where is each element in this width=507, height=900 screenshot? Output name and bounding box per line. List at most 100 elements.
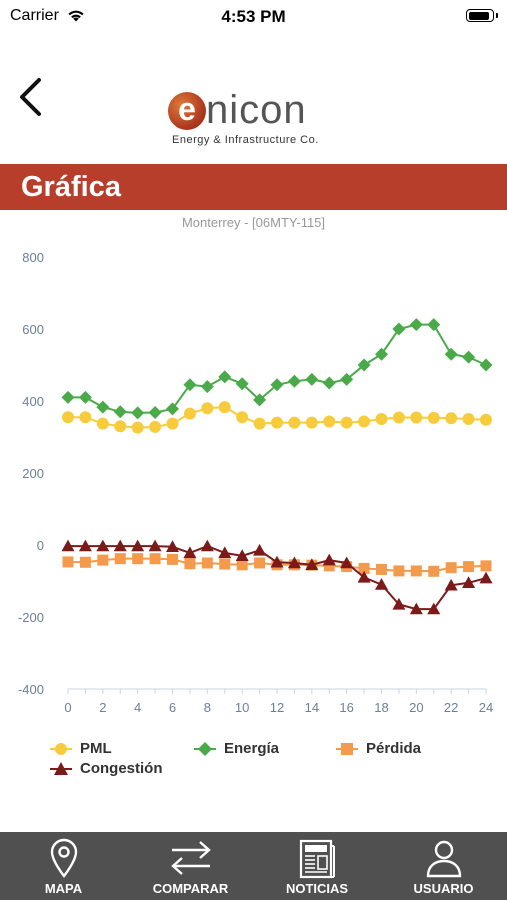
battery-tip: [496, 13, 498, 18]
tab-mapa[interactable]: MAPA: [0, 832, 127, 900]
data-point-energia: [253, 393, 267, 407]
data-point-pml: [392, 411, 405, 424]
legend-label: PML: [80, 740, 112, 757]
data-point-perdida: [219, 558, 231, 570]
data-point-perdida: [323, 560, 335, 572]
data-point-congestion: [357, 570, 371, 583]
carrier-label: Carrier: [10, 7, 59, 24]
x-tick-label: 16: [339, 700, 353, 715]
data-point-pml: [358, 415, 371, 428]
data-point-pml: [462, 413, 475, 425]
data-point-energia: [305, 372, 319, 386]
x-tick-label: 24: [479, 700, 493, 715]
data-point-pml: [62, 411, 74, 424]
data-point-energia: [392, 322, 406, 336]
data-point-congestion: [96, 539, 110, 552]
logo-wordmark: nicon: [206, 88, 307, 132]
data-point-congestion: [462, 576, 476, 588]
data-point-perdida: [410, 565, 422, 577]
data-point-pml: [236, 411, 249, 424]
data-point-perdida: [62, 556, 74, 568]
data-point-energia: [183, 378, 197, 392]
data-point-pml: [149, 420, 162, 433]
data-point-energia: [375, 347, 388, 361]
legend-marker-triangle: [50, 761, 72, 775]
legend-marker-square: [336, 742, 358, 755]
data-point-pml: [480, 413, 492, 426]
tab-bar: MAPA COMPARAR NOTICIAS: [0, 832, 507, 900]
x-tick-label: 8: [204, 700, 211, 715]
legend-item-perdida[interactable]: Pérdida: [336, 740, 421, 757]
legend-marker-circle: [50, 742, 72, 755]
logo-tagline: Energy & Infrastructure Co.: [172, 134, 319, 146]
data-point-pml: [410, 411, 423, 424]
enicon-logo: e nicon Energy & Infrastructure Co.: [168, 88, 348, 150]
newspaper-icon: [299, 839, 335, 879]
data-point-pml: [305, 416, 318, 429]
data-point-congestion: [305, 558, 319, 570]
tab-label: NOTICIAS: [285, 881, 349, 896]
data-point-perdida: [184, 558, 196, 570]
y-tick-label: 400: [22, 394, 44, 409]
legend-item-congestion[interactable]: Congestión: [50, 760, 163, 777]
data-point-congestion: [340, 556, 354, 569]
x-tick-label: 12: [270, 700, 284, 715]
x-tick-label: 6: [169, 700, 176, 715]
chart-subtitle: Monterrey - [06MTY-115]: [181, 215, 326, 230]
data-point-congestion: [270, 555, 284, 568]
tab-noticias[interactable]: NOTICIAS: [254, 832, 380, 900]
tab-label: COMPARAR: [152, 881, 229, 896]
x-tick-label: 4: [134, 700, 141, 715]
series-line-3: [68, 545, 487, 611]
tab-usuario[interactable]: USUARIO: [380, 832, 507, 900]
data-point-energia: [287, 374, 301, 388]
data-point-congestion: [375, 578, 388, 590]
data-point-pml: [79, 411, 92, 424]
data-point-congestion: [392, 597, 406, 610]
chevron-left-icon: [20, 78, 41, 116]
map-pin-icon: [50, 838, 77, 878]
back-button[interactable]: [14, 74, 50, 120]
user-icon: [426, 840, 461, 878]
data-point-perdida: [358, 562, 370, 574]
status-bar: Carrier 4:53 PM: [0, 0, 507, 34]
data-point-energia: [61, 390, 75, 404]
data-point-energia: [200, 380, 214, 394]
data-point-congestion: [131, 539, 145, 552]
data-point-energia: [444, 347, 458, 361]
data-point-congestion: [78, 539, 92, 552]
legend-label: Congestión: [80, 760, 163, 777]
x-tick-label: 10: [235, 700, 249, 715]
data-point-energia: [113, 405, 127, 419]
legend-item-energia[interactable]: Energía: [194, 740, 279, 757]
data-point-pml: [445, 412, 458, 425]
data-point-pml: [271, 416, 283, 429]
data-point-perdida: [236, 559, 248, 571]
data-point-perdida: [254, 557, 266, 569]
data-point-energia: [462, 350, 476, 364]
status-time: 4:53 PM: [221, 7, 286, 26]
wifi-icon: [68, 10, 84, 22]
logo-mark: e: [168, 92, 206, 130]
data-point-perdida: [79, 556, 91, 568]
data-point-congestion: [322, 553, 336, 566]
battery-fill: [468, 11, 490, 20]
data-point-perdida: [149, 553, 161, 565]
tab-comparar[interactable]: COMPARAR: [127, 832, 254, 900]
x-tick-label: 2: [99, 700, 106, 715]
y-tick-label: -200: [18, 610, 44, 625]
y-tick-label: 800: [22, 250, 44, 265]
data-point-energia: [166, 402, 179, 416]
data-point-energia: [78, 390, 92, 404]
data-point-energia: [235, 377, 249, 391]
data-point-energia: [148, 406, 162, 420]
data-point-congestion: [444, 578, 458, 591]
legend-marker-diamond: [194, 741, 216, 756]
data-point-congestion: [218, 546, 232, 559]
title-bar: Gráfica: [0, 164, 507, 210]
data-point-energia: [322, 376, 336, 390]
data-point-perdida: [463, 561, 475, 573]
data-point-perdida: [167, 553, 178, 565]
data-point-congestion: [183, 546, 197, 559]
legend-item-pml[interactable]: PML: [50, 740, 112, 757]
